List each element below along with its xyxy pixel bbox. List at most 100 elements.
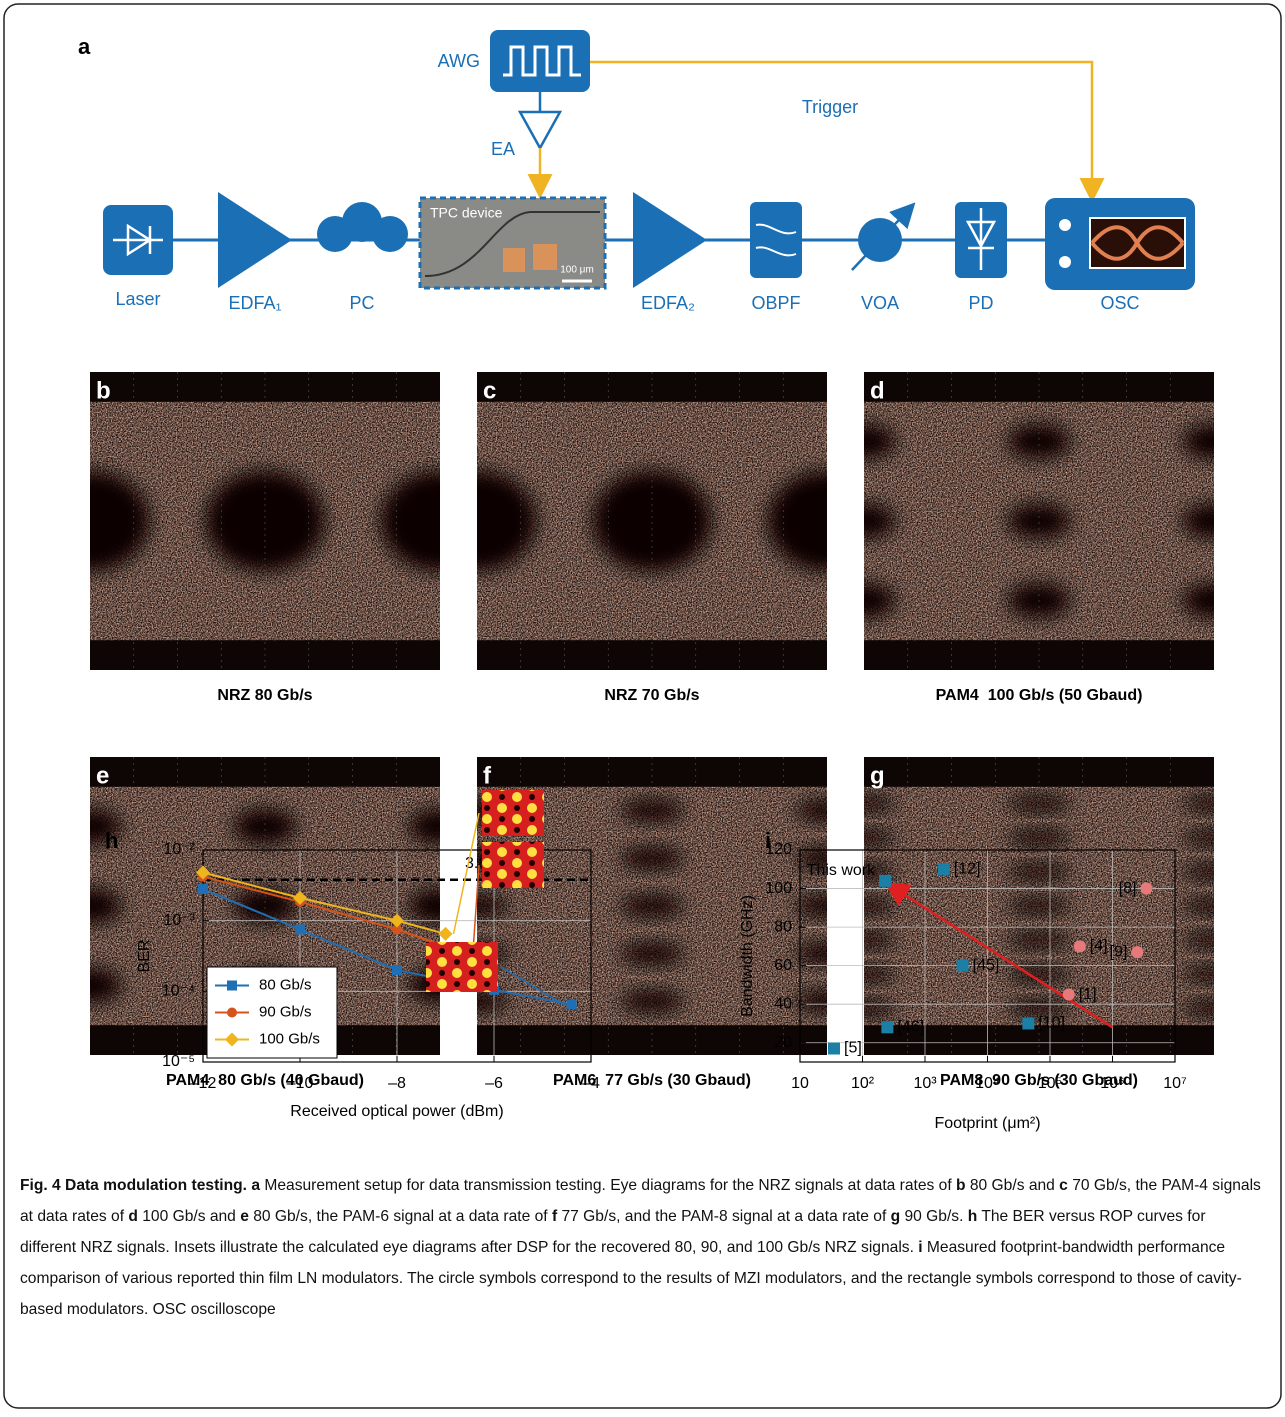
marker — [198, 884, 208, 895]
trigger-label: Trigger — [802, 97, 858, 117]
x-tick-label: 10⁶ — [1100, 1075, 1124, 1092]
y-axis-label: BER — [136, 940, 153, 973]
eye-opening — [1007, 424, 1071, 460]
caption-text: Measured footprint-bandwidth performance… — [20, 1239, 1242, 1318]
eye-opening — [864, 966, 896, 982]
marker — [828, 1042, 841, 1055]
panel-label: d — [870, 377, 885, 404]
legend-label: 80 Gb/s — [259, 976, 312, 993]
caption-text: 70 Gb/s, the PAM-4 signals at data rates… — [20, 1177, 1261, 1225]
waveguide — [424, 211, 600, 277]
inset-eye — [482, 790, 544, 836]
osc-knob — [1059, 256, 1071, 268]
panel-label: c — [483, 377, 496, 404]
plot-frame — [202, 849, 592, 1063]
caption-text: d — [128, 1208, 138, 1225]
series-line — [202, 871, 446, 935]
pd-label: PD — [968, 293, 993, 313]
pd-symbol — [965, 208, 997, 270]
eye-opening — [1007, 1000, 1071, 1016]
plot-frame — [799, 849, 1176, 1063]
x-tick-label: 10² — [851, 1075, 875, 1092]
marker — [937, 863, 950, 876]
laser-symbol — [113, 223, 163, 257]
x-axis-label: Footprint (μm²) — [934, 1115, 1040, 1132]
marker — [879, 874, 892, 887]
x-tick-label: –12 — [190, 1075, 217, 1092]
eye-opening — [1007, 830, 1071, 846]
eye-opening — [1007, 796, 1071, 812]
panel-label: b — [96, 377, 111, 404]
eye-caption: NRZ 70 Gb/s — [604, 687, 699, 704]
eye-opening — [864, 424, 896, 460]
osc-eye — [1090, 225, 1185, 261]
obpf-icon — [750, 202, 802, 278]
panel-a: a AWG Trigger EA TPC device 100 μm Laser… — [78, 30, 1195, 313]
inset-eye — [426, 942, 498, 992]
marker — [1073, 940, 1086, 953]
eye-opening — [90, 809, 122, 845]
legend-label: 100 Gb/s — [259, 1030, 320, 1047]
laser-label: Laser — [115, 289, 160, 309]
edfa2-icon — [633, 192, 707, 288]
eye-opening — [1182, 424, 1214, 460]
eye-opening — [795, 800, 827, 822]
inset-eye — [482, 842, 544, 888]
ea-label: EA — [491, 139, 515, 159]
caption-text: f — [551, 1208, 558, 1225]
eye-opening — [1182, 830, 1214, 846]
eye-opening — [767, 470, 827, 572]
edfa1-label: EDFA₁ — [228, 293, 281, 313]
pc-icon — [317, 202, 408, 252]
eye-opening — [864, 898, 896, 914]
osc-knob — [1059, 219, 1071, 231]
inset-pointer — [472, 864, 480, 953]
electrode — [533, 244, 557, 270]
eye-opening — [620, 943, 684, 965]
panel-label: f — [483, 762, 492, 789]
marker — [225, 1032, 239, 1047]
eye-opening — [408, 809, 440, 845]
eye-opening — [408, 888, 440, 924]
y-tick-label: 100 — [765, 880, 792, 897]
x-tick-label: 10 — [791, 1075, 809, 1092]
caption-text: 77 Gb/s, and the PAM-8 signal at a data … — [557, 1208, 891, 1225]
y-tick-label: 120 — [765, 841, 792, 858]
caption-text: g — [890, 1208, 901, 1225]
eye-opening — [1007, 503, 1071, 539]
y-tick-label: 10⁻³ — [163, 912, 195, 929]
panel-label: i — [765, 828, 771, 853]
caption-text: i — [918, 1239, 923, 1256]
eye-opening — [477, 895, 509, 917]
eye-opening — [90, 967, 122, 1003]
eye-opening — [620, 847, 684, 869]
y-tick-label: 40 — [774, 995, 792, 1012]
obpf-label: OBPF — [751, 293, 800, 313]
marker — [390, 913, 404, 928]
x-tick-label: 10³ — [913, 1075, 937, 1092]
eye-opening — [620, 990, 684, 1012]
eye-opening — [1182, 864, 1214, 880]
eye-opening — [380, 470, 440, 572]
marker — [1022, 1017, 1035, 1030]
eye-opening — [1182, 1000, 1214, 1016]
eye-caption: PAM4 80 Gb/s (40 Gbaud) — [166, 1072, 364, 1089]
eye-opening — [864, 503, 896, 539]
eye-opening — [1182, 898, 1214, 914]
point-label: [10] — [1038, 1015, 1065, 1032]
marker — [295, 924, 305, 935]
x-tick-label: –4 — [582, 1075, 600, 1092]
eye-opening — [864, 1000, 896, 1016]
eye-opening — [233, 809, 297, 845]
caption-text: e — [240, 1208, 249, 1225]
caption-text: 90 Gb/s. — [900, 1208, 968, 1225]
x-tick-label: 10⁷ — [1163, 1075, 1187, 1092]
eye-opening — [1182, 796, 1214, 812]
eye-opening — [477, 470, 537, 572]
eye-opening — [1182, 503, 1214, 539]
eye-opening — [864, 796, 896, 812]
osc-screen — [1089, 217, 1186, 269]
eye-opening — [205, 470, 325, 572]
panel-label: h — [105, 828, 118, 853]
